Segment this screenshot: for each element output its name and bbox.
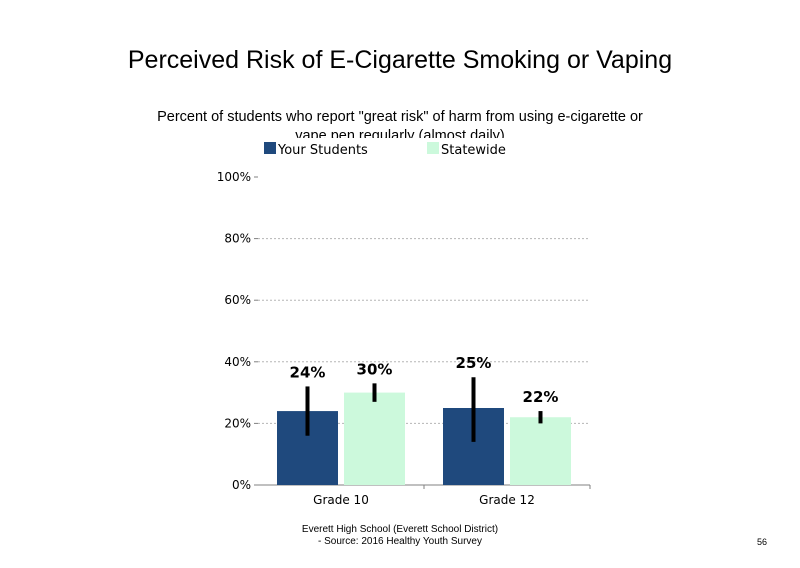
y-tick-label: 80% <box>224 232 251 246</box>
legend-label: Your Students <box>277 143 368 158</box>
y-tick-label: 100% <box>217 170 251 184</box>
data-label: 30% <box>357 360 393 378</box>
footer: Everett High School (Everett School Dist… <box>250 524 550 548</box>
chart-title: Perceived Risk of E-Cigarette Smoking or… <box>127 46 673 74</box>
chart-subtitle-container: Percent of students who report "great ri… <box>150 108 650 138</box>
x-tick-label: Grade 10 <box>313 493 369 507</box>
legend-label: Statewide <box>441 143 506 158</box>
footer-source: - Source: 2016 Healthy Youth Survey <box>318 536 482 547</box>
page-number: 56 <box>757 537 768 547</box>
y-tick-label: 40% <box>224 355 251 369</box>
y-tick-label: 20% <box>224 416 251 430</box>
data-label: 22% <box>523 388 559 406</box>
y-tick-label: 60% <box>224 293 251 307</box>
legend-swatch <box>427 142 439 154</box>
legend-swatch <box>264 142 276 154</box>
data-label: 24% <box>290 363 326 381</box>
x-tick-label: Grade 12 <box>479 493 535 507</box>
footer-school: Everett High School (Everett School Dist… <box>301 524 499 535</box>
y-tick-label: 0% <box>232 478 251 492</box>
bar <box>510 417 571 485</box>
data-label: 25% <box>456 354 492 372</box>
bar <box>344 392 405 485</box>
chart-subtitle: Percent of students who report "great ri… <box>157 109 643 138</box>
